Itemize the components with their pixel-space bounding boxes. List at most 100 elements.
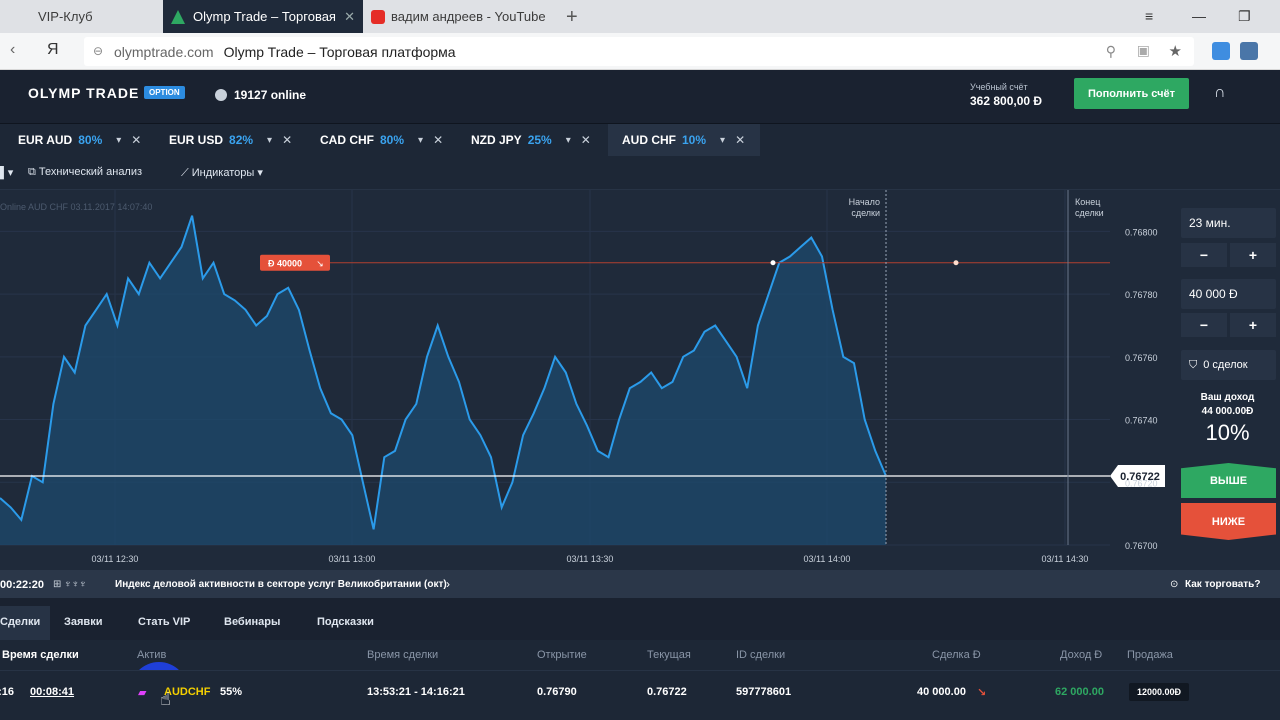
tab-cad-chf[interactable]: CAD CHF 80% ▾ ✕ [320, 124, 443, 156]
arrow-down-icon: ↘ [316, 260, 324, 270]
table-row[interactable]: 13:53:16 00:08:41 ▰ AUDCHF 55% ☝ 13:53:2… [0, 670, 1280, 720]
col-open: Открытие [537, 649, 587, 661]
deposit-button[interactable]: Пополнить счёт [1074, 78, 1189, 109]
headset-icon[interactable]: ∩ [1214, 84, 1226, 101]
chevron-down-icon: ▾ [257, 167, 263, 179]
tab-label: Сделки [0, 616, 41, 628]
col-asset: Актив [137, 649, 167, 661]
deal-id: 597778601 [736, 686, 792, 698]
new-tab-icon[interactable]: + [566, 6, 578, 28]
star-icon[interactable]: ★ [1168, 43, 1182, 60]
indicators-button[interactable]: ⟋ Индикаторы ▾ [181, 166, 263, 180]
tab-eur-usd[interactable]: EUR USD 82% ▾ ✕ [169, 124, 292, 156]
price-line [0, 215, 887, 530]
income-label: Ваш доход [1200, 392, 1255, 403]
messenger-icon[interactable] [1212, 42, 1230, 60]
down-button[interactable]: НИЖЕ [1181, 503, 1276, 540]
chevron-down-icon[interactable]: ▾ [418, 134, 424, 146]
deals-counter[interactable]: ⛉ 0 сделок [1181, 350, 1276, 380]
asset-name: EUR AUD [18, 133, 73, 147]
chevron-down-icon[interactable]: ▾ [267, 134, 273, 146]
deal-end-dot [953, 260, 959, 266]
x-tick-label: 03/11 13:00 [329, 554, 376, 564]
deal-start-label: Начало [849, 197, 880, 207]
deal-badge [260, 254, 330, 271]
browser-tab-olymp[interactable]: Olymp Trade – Торговая ✕ [163, 0, 363, 33]
globe-icon [215, 89, 227, 101]
how-to-trade-link[interactable]: Как торговать? [1185, 579, 1261, 590]
indicator-icon: ⟋ [181, 167, 189, 179]
browser-tab-label: VIP-Клуб [38, 9, 93, 24]
time-plus-button[interactable]: + [1230, 243, 1276, 267]
close-icon[interactable]: ✕ [131, 133, 142, 147]
news-text[interactable]: Индекс деловой активности в секторе услу… [115, 579, 447, 590]
asset-flag-icon: ▰ [138, 687, 147, 699]
deal-end-label: сделки [1075, 208, 1104, 218]
amount-input[interactable]: 40 000 Đ [1181, 279, 1276, 309]
tab-vip[interactable]: Стать VIP [138, 616, 191, 628]
asset-pct: 80% [78, 133, 103, 147]
deal-badge-label: Đ 40000 [268, 259, 302, 269]
close-icon[interactable]: ✕ [282, 133, 293, 147]
asset-pct: 80% [380, 133, 405, 147]
tab-deals[interactable]: Сделки [0, 606, 50, 640]
online-count: 19127 online [234, 88, 307, 102]
account-balance: 362 800,00 Đ [970, 94, 1043, 108]
x-tick-label: 03/11 14:30 [1042, 554, 1089, 564]
browser-tab-youtube[interactable]: вадим андреев - YouTube [363, 0, 558, 33]
tab-orders[interactable]: Заявки [64, 616, 103, 628]
y-tick-label: 0.76700 [1125, 541, 1158, 551]
tab-aud-chf[interactable]: AUD CHF 10% ▾ ✕ [608, 124, 760, 156]
close-icon[interactable]: ✕ [433, 133, 444, 147]
tab-hints[interactable]: Подсказки [317, 616, 374, 628]
y-tick-label: 0.76760 [1125, 353, 1158, 363]
menu-icon[interactable]: ≡ [1145, 8, 1154, 24]
x-tick-label: 03/11 12:30 [92, 554, 139, 564]
x-tick-label: 03/11 13:30 [567, 554, 614, 564]
chevron-down-icon[interactable]: ▾ [116, 134, 122, 146]
olymp-favicon [171, 10, 185, 24]
amount-plus-button[interactable]: + [1230, 313, 1276, 337]
url-page-title: Olymp Trade – Торговая платформа [223, 43, 456, 60]
deal-income: 62 000.00 [1055, 686, 1104, 698]
restore-icon[interactable]: ❐ [1238, 8, 1251, 24]
vk-icon[interactable] [1240, 42, 1258, 60]
sell-button[interactable]: 12000.00Đ [1129, 683, 1190, 701]
browser-tabbar: VIP-Клуб Olymp Trade – Торговая ✕ вадим … [0, 0, 1280, 33]
close-icon[interactable]: ✕ [735, 133, 746, 147]
close-icon[interactable]: ✕ [344, 9, 355, 24]
chart-type-icon[interactable]: ▌▾ [0, 167, 14, 179]
asset-name: NZD JPY [471, 133, 522, 147]
time-minus-button[interactable]: − [1181, 243, 1227, 267]
yandex-logo[interactable]: Я [47, 41, 59, 58]
close-icon[interactable]: ✕ [580, 133, 591, 147]
chevron-right-icon[interactable]: › [446, 577, 450, 591]
amount-minus-button[interactable]: − [1181, 313, 1227, 337]
asset-pct: 10% [682, 133, 707, 147]
chevron-down-icon[interactable]: ▾ [720, 134, 726, 146]
tab-eur-aud[interactable]: EUR AUD 80% ▾ ✕ [18, 124, 141, 156]
browser-tab-label: Olymp Trade – Торговая [193, 9, 336, 24]
key-icon[interactable]: ⚲ [1105, 43, 1116, 59]
account-selector[interactable]: Учебный счёт 362 800,00 Đ [970, 82, 1042, 108]
chevron-down-icon[interactable]: ▾ [565, 134, 571, 146]
price-chart[interactable]: 0.76722 Đ 40000 ↘ Начало сделки Конец сделки On… [0, 190, 1170, 570]
minimize-icon[interactable]: — [1192, 8, 1206, 24]
browser-tab-vip[interactable]: VIP-Клуб [0, 0, 163, 33]
tech-analysis-button[interactable]: ⧉ Технический анализ [28, 166, 142, 179]
extension-icon[interactable]: ▣ [1136, 42, 1150, 58]
browser-tab-label: вадим андреев - YouTube [391, 9, 546, 24]
up-button[interactable]: ВЫШЕ [1181, 463, 1276, 498]
tab-webinars[interactable]: Вебинары [224, 616, 281, 628]
indicators-label: Индикаторы [191, 167, 255, 179]
url-field[interactable]: ⊖ olymptrade.com Olymp Trade – Торговая … [84, 37, 1194, 66]
area-fill [0, 215, 886, 545]
col-income: Доход Đ [1060, 649, 1103, 661]
tab-nzd-jpy[interactable]: NZD JPY 25% ▾ ✕ [471, 124, 591, 156]
asset-tabs: EUR AUD 80% ▾ ✕ EUR USD 82% ▾ ✕ CAD CHF … [0, 124, 1280, 156]
news-timer: 00:22:20 [0, 579, 45, 591]
time-input[interactable]: 23 мин. [1181, 208, 1276, 238]
olymp-logo[interactable]: OLYMP TRADE [28, 85, 140, 101]
y-tick-label: 0.76780 [1125, 290, 1158, 300]
back-icon[interactable]: ‹ [10, 41, 16, 58]
